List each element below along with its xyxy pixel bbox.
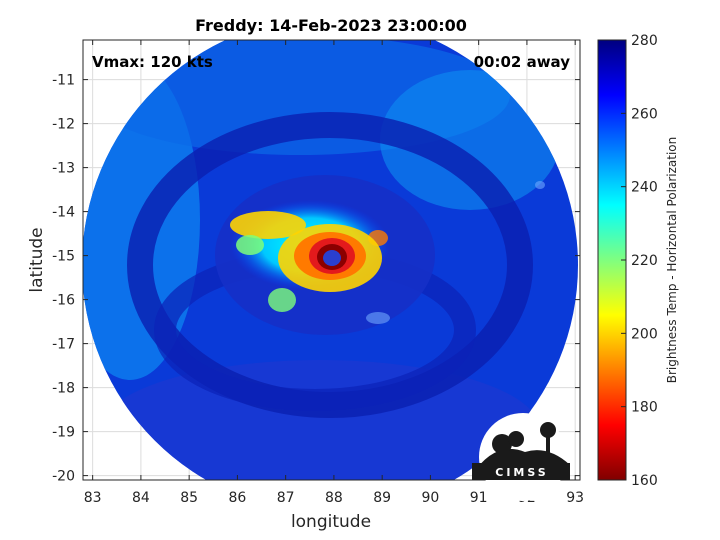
cimss-logo: CIMSS [472, 413, 570, 501]
y-tick-label: -11 [52, 73, 75, 89]
spiral-arm-west [230, 211, 306, 239]
x-tick-label: 88 [325, 490, 343, 506]
y-ticks: -11 -12 -13 -14 -15 -16 -17 -18 -19 -20 [52, 73, 580, 485]
x-axis-label: longitude [291, 512, 371, 532]
x-tick-label: 89 [373, 490, 391, 506]
y-tick-label: -15 [52, 249, 75, 265]
colorbar-tick-label: 280 [631, 33, 658, 49]
y-tick-label: -20 [52, 469, 75, 485]
y-tick-label: -18 [52, 381, 75, 397]
x-tick-label: 93 [566, 490, 584, 506]
logo-dish-icon-2 [508, 431, 524, 447]
x-tick-label: 91 [470, 490, 488, 506]
eye [323, 250, 341, 266]
e-feature [535, 181, 545, 189]
x-tick-label: 85 [180, 490, 198, 506]
y-tick-label: -13 [52, 161, 75, 177]
logo-text: CIMSS [495, 466, 548, 479]
x-tick-label: 87 [277, 490, 295, 506]
y-tick-label: -19 [52, 425, 75, 441]
spiral-arm-south [268, 288, 296, 312]
colorbar-tick-label: 160 [631, 473, 658, 489]
away-annotation: 00:02 away [474, 53, 571, 71]
x-tick-label: 90 [422, 490, 440, 506]
outer-cyan-band-northeast [380, 70, 560, 210]
colorbar-tick-label: 240 [631, 180, 658, 196]
colorbar-tick-label: 200 [631, 326, 658, 342]
colorbar-tick-label: 220 [631, 253, 658, 269]
y-tick-label: -12 [52, 117, 75, 133]
chart-title: Freddy: 14-Feb-2023 23:00:00 [195, 16, 467, 35]
logo-banner [472, 463, 570, 480]
colorbar-tick-label: 180 [631, 400, 658, 416]
logo-dish-icon [492, 434, 512, 454]
y-tick-label: -17 [52, 337, 75, 353]
colorbar-label: Brightness Temp - Horizontal Polarizatio… [665, 137, 679, 384]
swath [83, 40, 578, 480]
vmax-annotation: Vmax: 120 kts [92, 53, 213, 71]
y-tick-label: -14 [52, 205, 75, 221]
logo-tank-icon [540, 422, 556, 438]
x-tick-label: 83 [84, 490, 102, 506]
spiral-arm-west-edge [236, 235, 264, 255]
y-axis-label: latitude [27, 227, 47, 292]
plot-frame [82, 39, 581, 481]
logo-tower-icon [546, 436, 550, 464]
y-tick-label: -16 [52, 293, 75, 309]
colorbar-ticks: 160 180 200 220 240 260 280 [621, 33, 658, 489]
se-feature [366, 312, 390, 324]
x-tick-label: 86 [228, 490, 246, 506]
colorbar-tick-label: 260 [631, 106, 658, 122]
x-tick-label: 84 [132, 490, 150, 506]
